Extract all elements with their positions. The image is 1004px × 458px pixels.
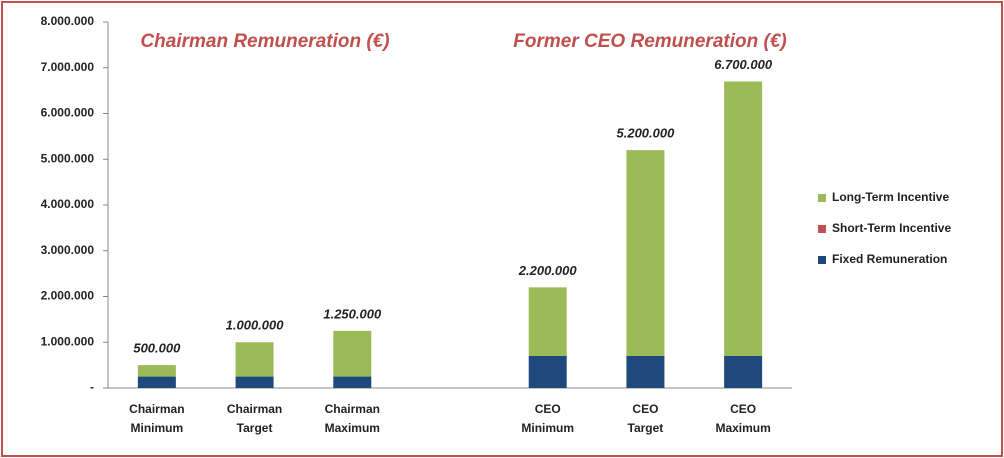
bar-segment bbox=[235, 342, 274, 377]
bar-segment bbox=[528, 287, 567, 356]
bar-segment bbox=[724, 81, 763, 356]
y-tick-label: 1.000.000 bbox=[41, 334, 95, 348]
legend-swatch bbox=[818, 256, 826, 264]
total-label: 1.250.000 bbox=[323, 306, 382, 321]
total-label: 6.700.000 bbox=[714, 57, 773, 72]
total-label: 1.000.000 bbox=[226, 318, 285, 333]
bar-segment bbox=[724, 355, 763, 388]
bar-segment bbox=[333, 376, 372, 388]
x-tick-label: CEO Target bbox=[628, 402, 664, 435]
bar-segment bbox=[333, 330, 372, 377]
x-tick-label: CEO Minimum bbox=[521, 402, 574, 435]
legend-swatch bbox=[818, 225, 826, 233]
y-tick-label: 4.000.000 bbox=[41, 197, 95, 211]
bar-segment bbox=[137, 365, 176, 377]
y-tick-label: 6.000.000 bbox=[41, 106, 95, 120]
chart-title: Chairman Remuneration (€) bbox=[140, 31, 389, 52]
y-tick-label: 3.000.000 bbox=[41, 243, 95, 257]
bar-segment bbox=[626, 150, 665, 356]
bar-segment bbox=[235, 376, 274, 388]
x-tick-label: Chairman Target bbox=[227, 402, 282, 435]
legend-label: Long-Term Incentive bbox=[832, 190, 949, 204]
bar-segment bbox=[528, 355, 567, 388]
legend-label: Short-Term Incentive bbox=[832, 221, 951, 235]
x-tick-label: Chairman Minimum bbox=[129, 402, 184, 435]
y-tick-label: 8.000.000 bbox=[41, 14, 95, 28]
x-tick-label: Chairman Maximum bbox=[325, 402, 380, 435]
legend-swatch bbox=[818, 194, 826, 202]
y-tick-label: - bbox=[90, 380, 94, 394]
chart-title: Former CEO Remuneration (€) bbox=[513, 31, 786, 52]
bar-segment bbox=[626, 355, 665, 388]
total-label: 2.200.000 bbox=[518, 263, 578, 278]
total-label: 500.000 bbox=[133, 341, 181, 356]
bar-segment bbox=[137, 376, 176, 388]
x-tick-label: CEO Maximum bbox=[715, 402, 770, 435]
total-label: 5.200.000 bbox=[617, 126, 676, 141]
y-tick-label: 5.000.000 bbox=[41, 151, 95, 165]
y-tick-label: 7.000.000 bbox=[41, 60, 95, 74]
y-tick-label: 2.000.000 bbox=[41, 289, 95, 303]
legend-label: Fixed Remuneration bbox=[832, 252, 947, 266]
